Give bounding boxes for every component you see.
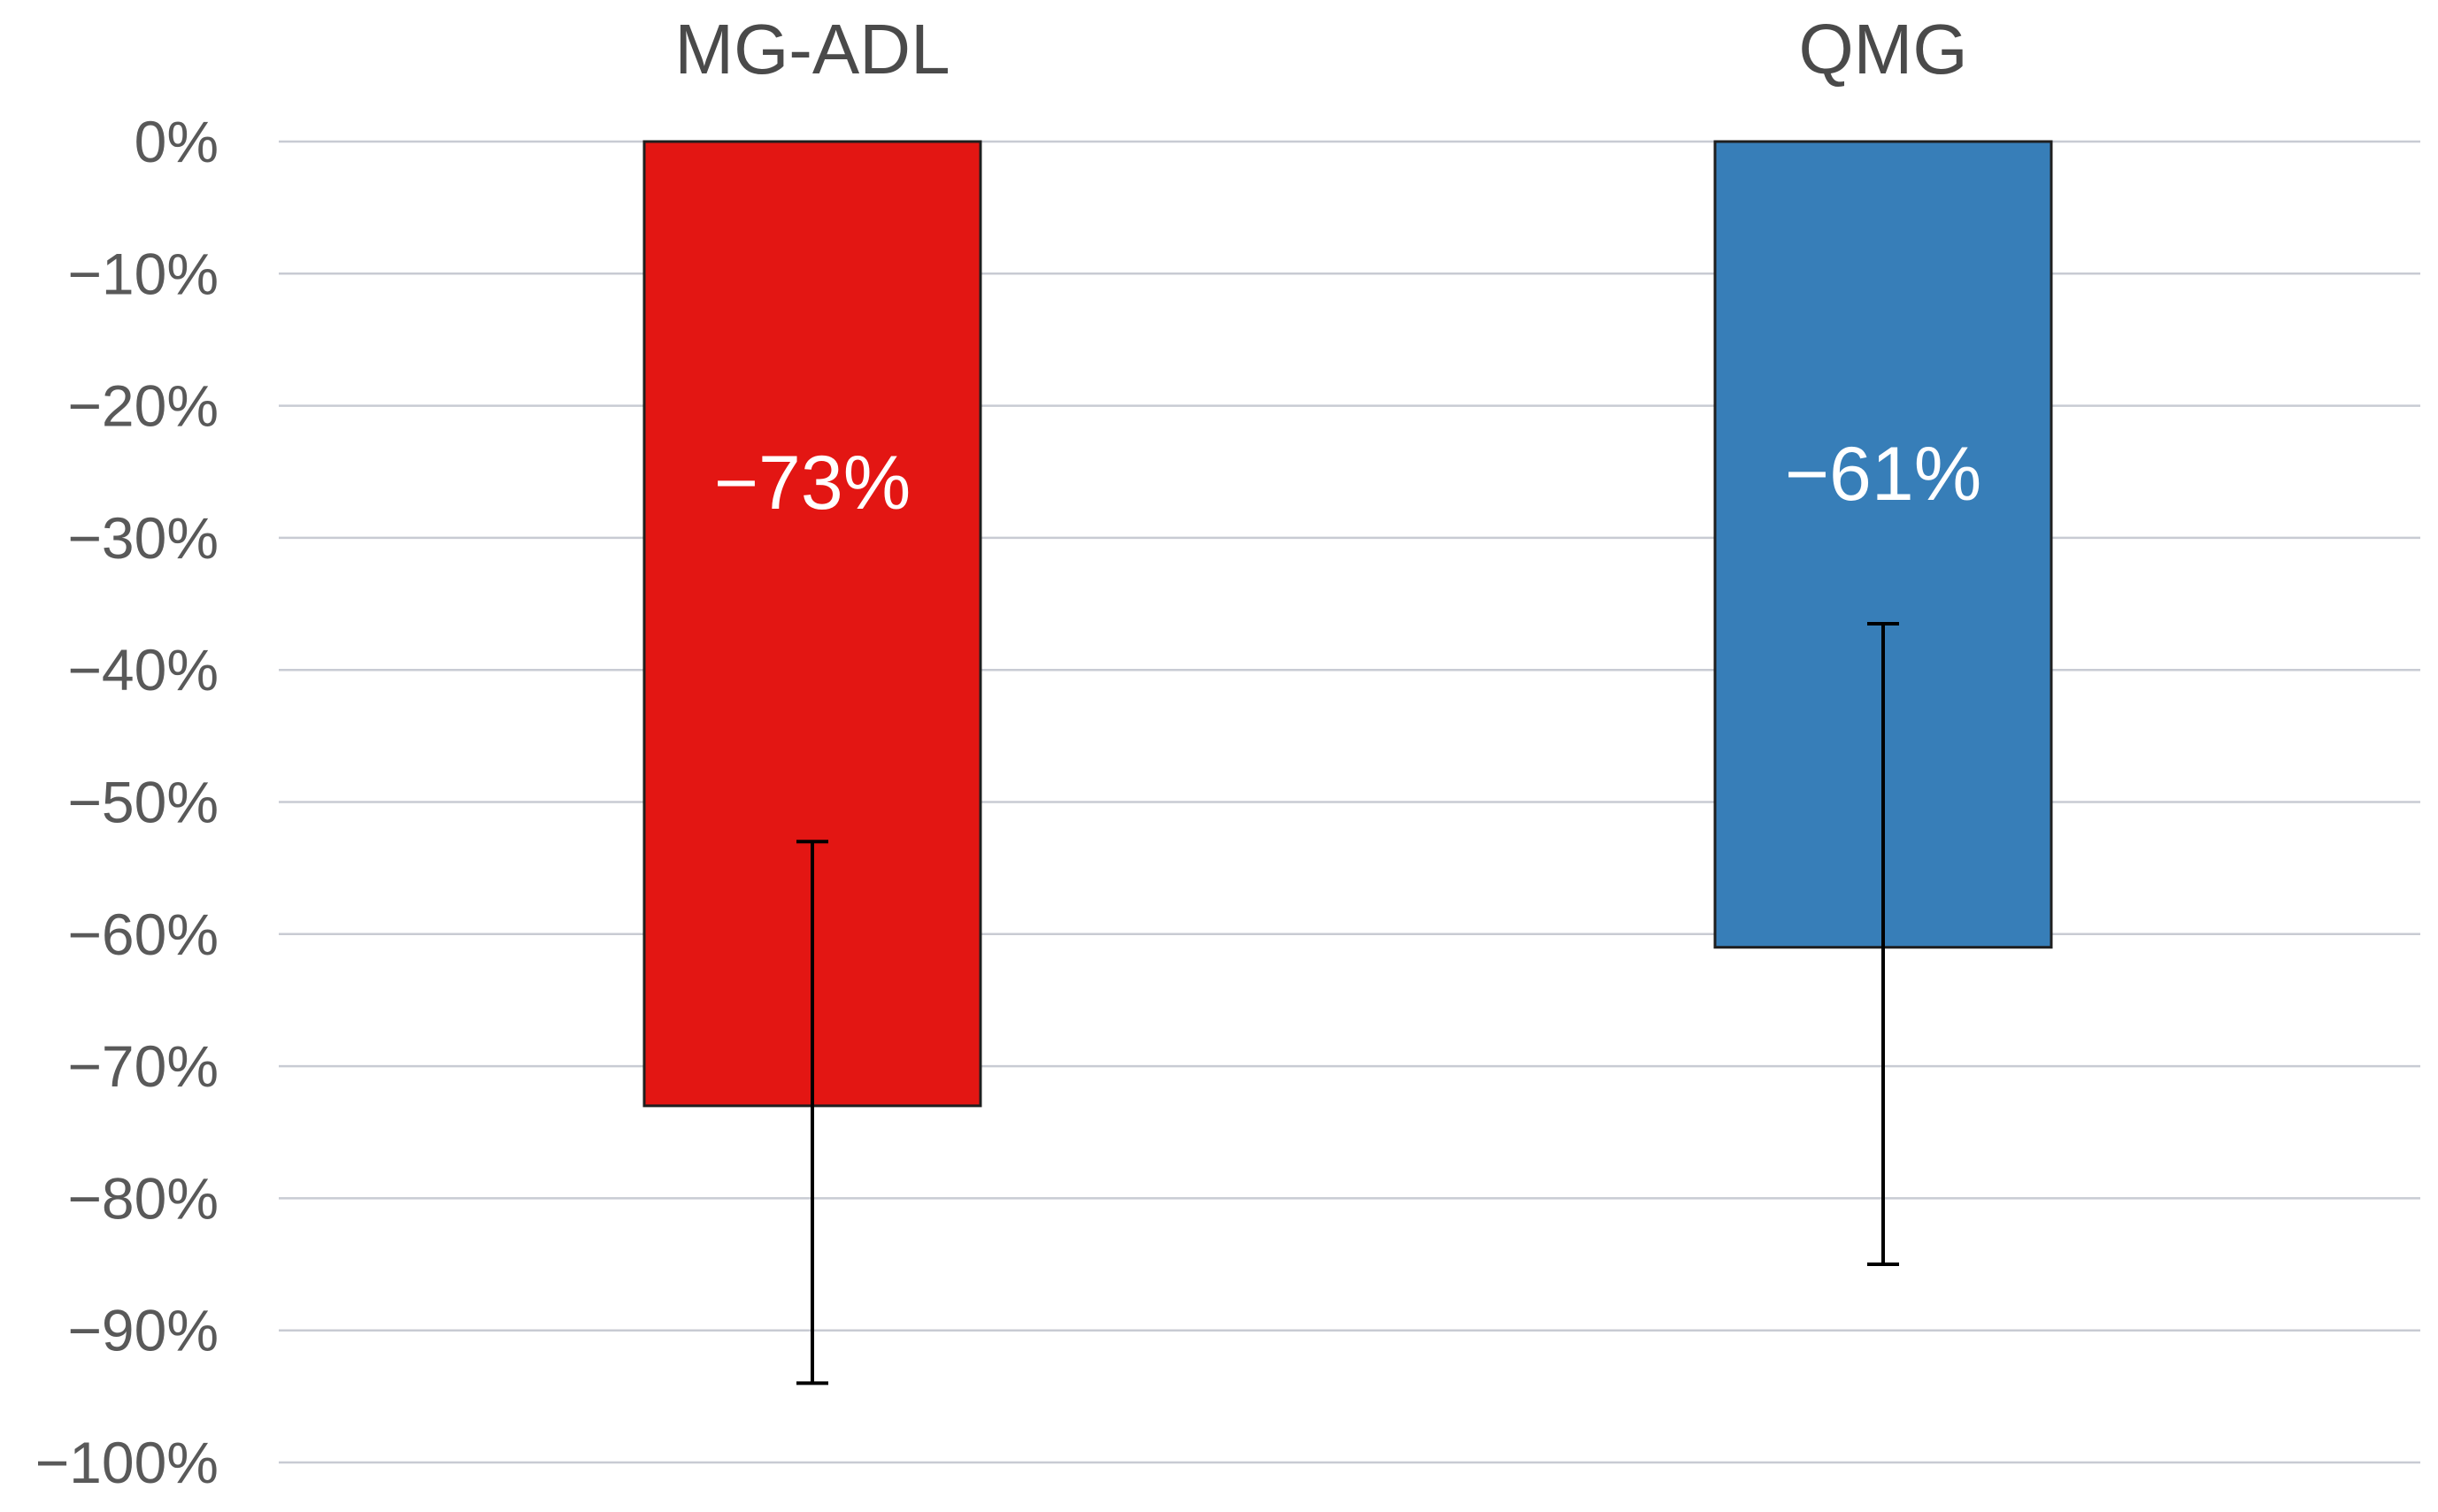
y-axis-tick-labels: 0% −10% −20% −30% −40% −50% −60% −70% −80% −90% −1… xyxy=(35,109,219,1495)
gridlines xyxy=(279,140,2420,1464)
y-tick-label: −100% xyxy=(35,1430,219,1495)
bars xyxy=(642,140,2053,1108)
error-bar-mg-adl xyxy=(796,840,828,1385)
error-bars xyxy=(796,621,1899,1385)
y-tick-label: −50% xyxy=(67,770,219,835)
y-tick-label: −60% xyxy=(67,902,219,967)
category-labels: MG-ADL QMG xyxy=(674,10,1967,88)
y-tick-label: −70% xyxy=(67,1033,219,1099)
error-bar-qmg xyxy=(1867,621,1899,1267)
y-tick-label: −30% xyxy=(67,505,219,571)
data-labels: −73% −61% xyxy=(714,432,1981,526)
category-label-mg-adl: MG-ADL xyxy=(674,10,950,88)
y-tick-label: 0% xyxy=(135,109,219,174)
y-tick-label: −10% xyxy=(67,241,219,306)
data-label-qmg: −61% xyxy=(1785,432,1981,517)
y-tick-label: −40% xyxy=(67,637,219,702)
y-tick-label: −80% xyxy=(67,1165,219,1231)
data-label-mg-adl: −73% xyxy=(714,441,911,526)
y-tick-label: −90% xyxy=(67,1298,219,1363)
y-tick-label: −20% xyxy=(67,373,219,439)
category-label-qmg: QMG xyxy=(1798,10,1967,88)
